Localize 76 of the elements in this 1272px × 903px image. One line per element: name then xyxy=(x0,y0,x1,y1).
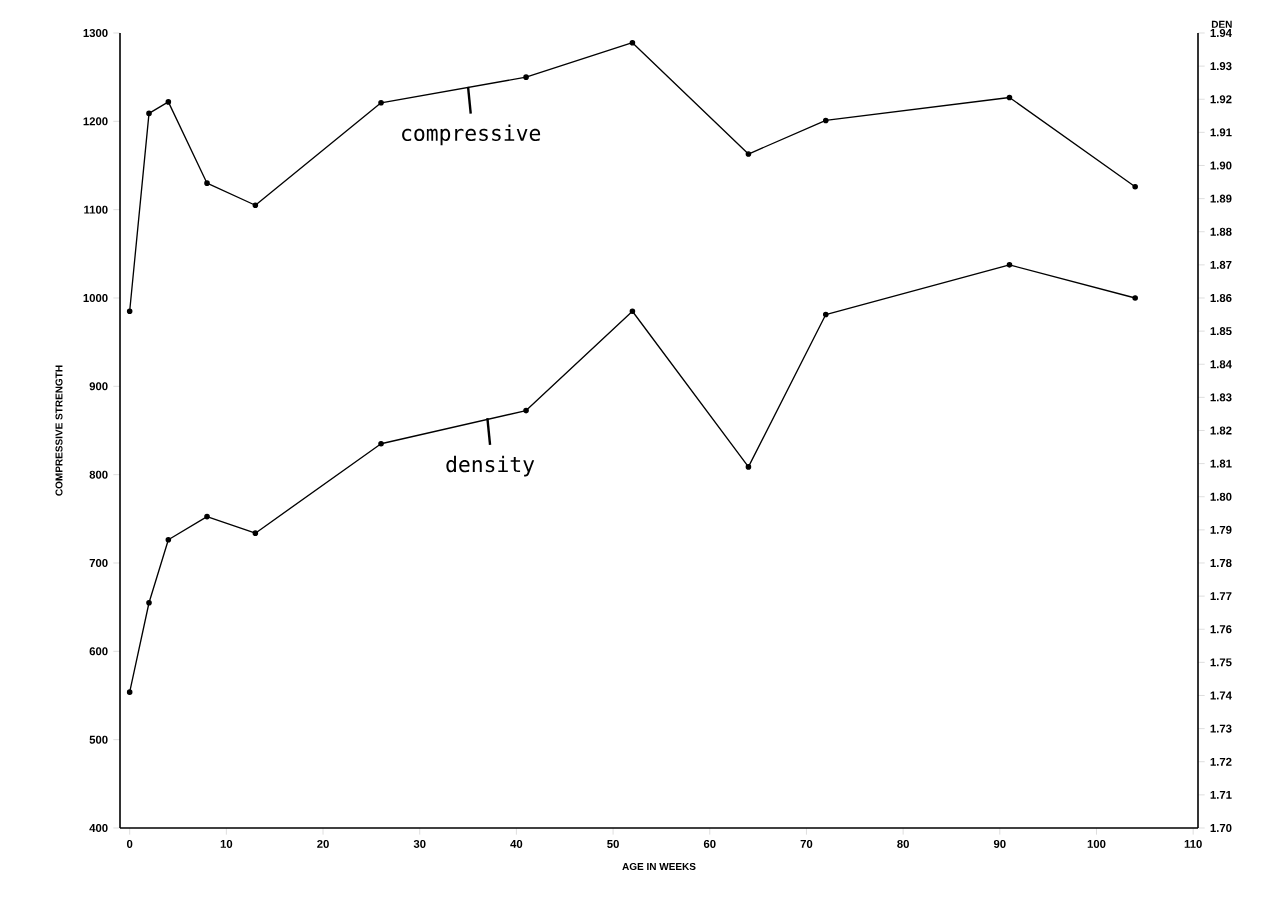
y-axis-title: COMPRESSIVE STRENGTH xyxy=(55,365,63,496)
point xyxy=(1132,295,1138,301)
point xyxy=(745,464,752,470)
point xyxy=(126,308,133,315)
point xyxy=(629,308,636,315)
point xyxy=(252,530,259,536)
y2-tick-label: 1.76 xyxy=(1210,625,1232,634)
y2-tick-label: 1.74 xyxy=(1210,691,1232,700)
point xyxy=(165,99,172,105)
point xyxy=(745,151,752,157)
x-tick-label: 20 xyxy=(317,839,329,848)
annotation: compressive xyxy=(402,124,541,146)
y2-tick-label: 1.86 xyxy=(1210,293,1232,302)
y2-tick-label: 1.72 xyxy=(1210,757,1232,766)
point xyxy=(523,74,529,80)
y2-tick-label: 1.85 xyxy=(1210,327,1232,336)
y2-tick-label: 1.82 xyxy=(1210,426,1232,435)
y-tick-label: 600 xyxy=(89,647,108,656)
point xyxy=(1006,94,1013,101)
x-tick-label: 90 xyxy=(993,839,1006,848)
y2-tick-label: 1.79 xyxy=(1210,525,1232,534)
y2-tick-label: 1.70 xyxy=(1210,823,1232,832)
y-tick-label: 1300 xyxy=(83,28,108,38)
point xyxy=(126,689,133,695)
point xyxy=(822,117,829,124)
y2-tick-label: 1.88 xyxy=(1210,227,1232,236)
point xyxy=(822,311,829,318)
x-tick-label: 110 xyxy=(1184,839,1202,848)
x-axis-title: AGE IN WEEKS xyxy=(622,862,696,871)
x-tick-label: 60 xyxy=(703,839,716,848)
point xyxy=(629,39,636,46)
point xyxy=(1006,262,1013,268)
y2-tick-label: 1.83 xyxy=(1210,393,1232,402)
point xyxy=(146,599,152,606)
y2-tick-label: 1.89 xyxy=(1210,194,1232,203)
y2-tick-label: 1.90 xyxy=(1210,161,1232,170)
x-tick-label: 50 xyxy=(607,839,619,848)
y2-tick-label: 1.75 xyxy=(1210,658,1232,667)
x-tick-label: 10 xyxy=(220,839,233,848)
y2-tick-label: 1.93 xyxy=(1210,62,1232,71)
y2-tick-label: 1.80 xyxy=(1210,492,1232,501)
y-tick-label: 500 xyxy=(89,735,108,744)
y-tick-label: 700 xyxy=(89,558,108,567)
point xyxy=(204,180,210,186)
y2-tick-label: 1.73 xyxy=(1210,724,1232,733)
y2-tick-label: 1.87 xyxy=(1210,260,1232,269)
y2-tick-label: 1.81 xyxy=(1210,459,1232,468)
y-tick-label: 1000 xyxy=(83,293,108,302)
x-tick-label: 40 xyxy=(510,839,523,848)
y2-tick-label: 1.77 xyxy=(1210,592,1232,601)
point xyxy=(204,513,210,520)
y2-tick-label: 1.92 xyxy=(1210,95,1232,104)
y2-tick-label: 1.78 xyxy=(1210,558,1232,567)
y2-tick-label: 1.94 xyxy=(1210,28,1232,37)
x-tick-label: 70 xyxy=(800,839,813,848)
y-tick-label: 400 xyxy=(89,823,108,832)
y-tick-label: 1100 xyxy=(84,205,108,214)
x-tick-label: 100 xyxy=(1087,839,1106,848)
y-tick-label: 900 xyxy=(89,382,108,391)
point xyxy=(146,110,152,117)
y2-tick-label: 1.84 xyxy=(1210,360,1232,369)
y2-tick-label: 1.91 xyxy=(1210,128,1232,137)
annotation: density xyxy=(446,455,535,477)
x-tick-label: 80 xyxy=(897,839,909,848)
point xyxy=(252,202,259,209)
x-tick-label: 0 xyxy=(126,839,133,848)
y-tick-label: 1200 xyxy=(83,117,108,126)
y2-axis-title: DEN xyxy=(1211,20,1232,28)
y2-tick-label: 1.71 xyxy=(1210,790,1232,799)
point xyxy=(1132,183,1138,190)
point xyxy=(165,537,172,543)
y-tick-label: 800 xyxy=(89,470,108,479)
x-tick-label: 30 xyxy=(413,839,426,848)
point xyxy=(378,440,384,447)
point xyxy=(378,99,384,106)
point xyxy=(523,407,529,414)
